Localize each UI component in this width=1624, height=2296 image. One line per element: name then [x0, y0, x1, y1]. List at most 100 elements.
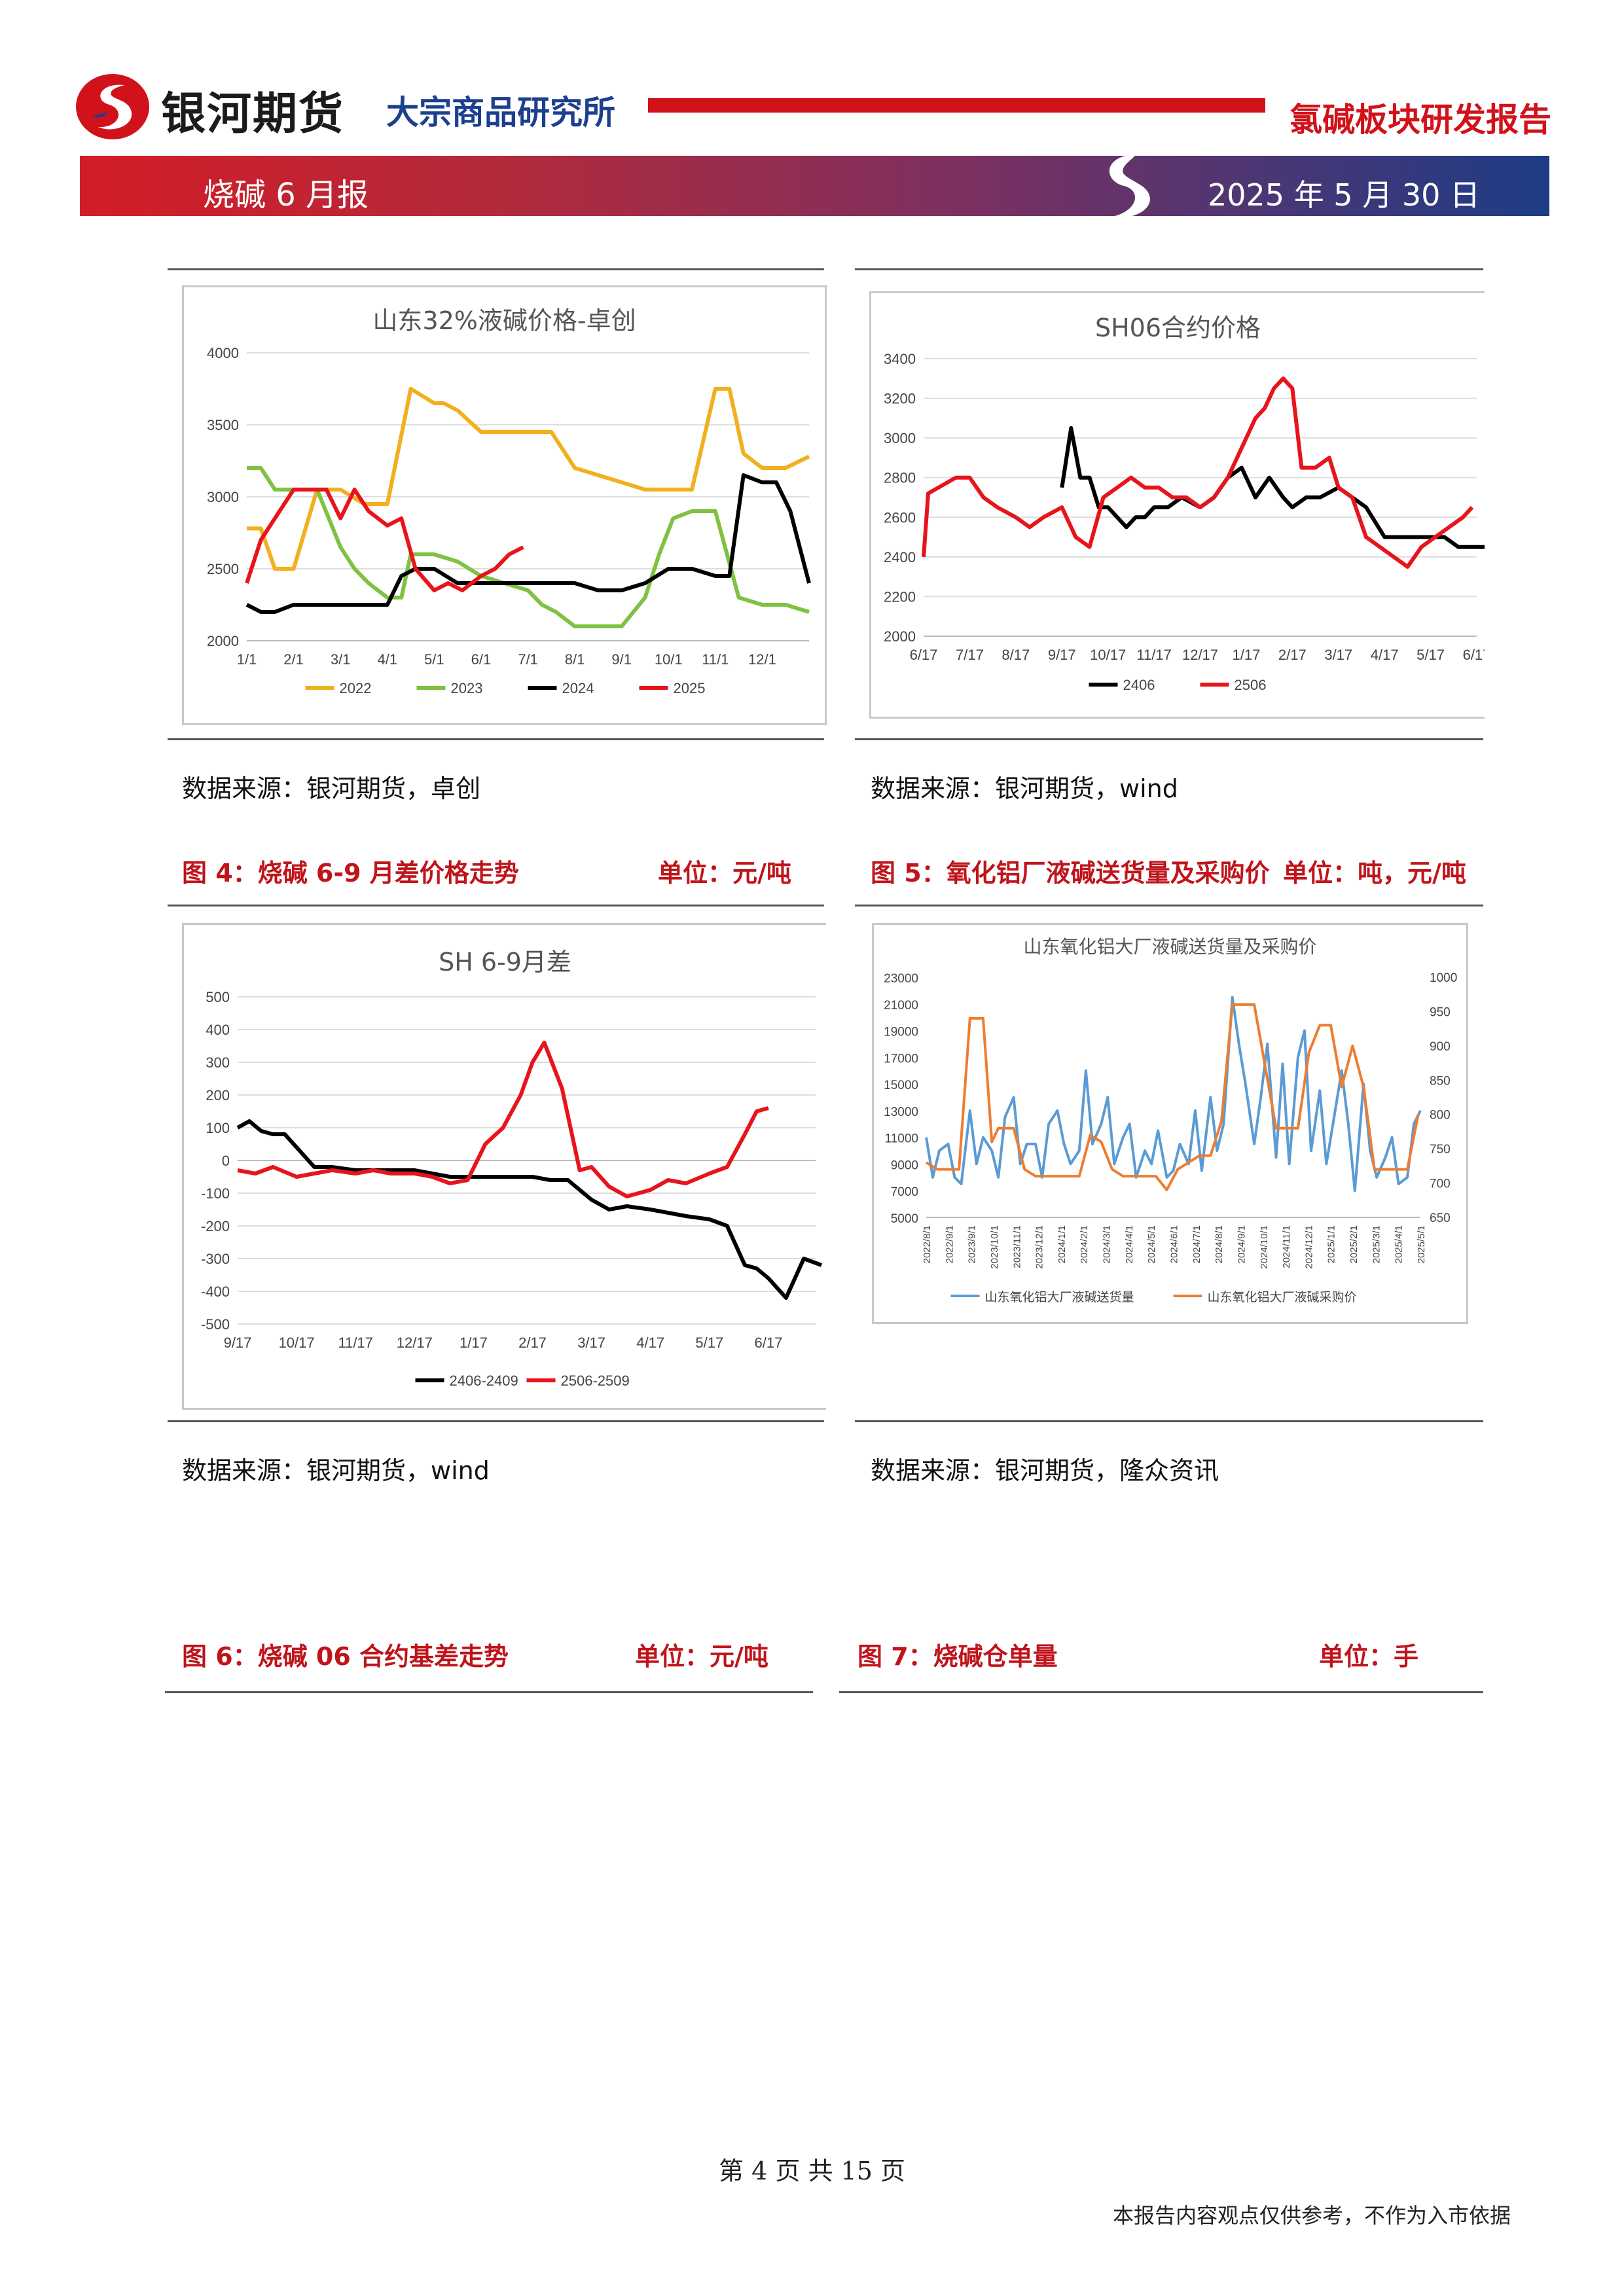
chart-title: SH 6-9月差 [439, 948, 571, 977]
x-tick-label: 3/1 [331, 651, 351, 668]
y-tick-label: 3500 [207, 417, 239, 433]
divider-line [168, 1420, 824, 1422]
x-tick-label: 2024/8/1 [1214, 1225, 1225, 1263]
x-tick-label: 11/17 [1136, 647, 1171, 663]
x-tick-label: 2/17 [518, 1335, 547, 1351]
x-tick-label: 8/1 [565, 651, 585, 668]
x-tick-label: 2/17 [1278, 647, 1307, 663]
x-tick-label: 2024/1/1 [1056, 1225, 1068, 1263]
chart-panel: SH 6-9月差 -500 -400 -300 -200 -100 0 100 200 300 4… [182, 923, 826, 1410]
x-tick-label: 10/17 [1090, 647, 1126, 663]
x-tick-label: 2024/9/1 [1236, 1225, 1247, 1263]
y-tick-label: 3000 [884, 430, 916, 446]
y-tick-label: 19000 [884, 1026, 918, 1039]
data-source: 数据来源：银河期货，隆众资讯 [871, 1456, 1219, 1485]
y-tick-label: -300 [201, 1251, 230, 1267]
x-tick-label: 2025/5/1 [1416, 1225, 1427, 1263]
x-tick-label: 6/17 [755, 1335, 783, 1351]
figure-caption: 图 6：烧碱 06 合约基差走势 [182, 1642, 509, 1671]
legend-label: 2023 [451, 680, 483, 696]
x-tick-label: 5/1 [424, 651, 444, 668]
x-tick-label: 10/17 [279, 1335, 315, 1351]
y-tick-label: 500 [206, 989, 230, 1005]
y2-tick-label: 900 [1430, 1040, 1451, 1054]
figure-caption: 图 4：烧碱 6-9 月差价格走势 [182, 859, 519, 888]
x-tick-label: 9/17 [224, 1335, 252, 1351]
data-source: 数据来源：银河期货，卓创 [182, 774, 481, 803]
divider-line [855, 905, 1483, 906]
series-line [247, 387, 810, 571]
chart-panel: 山东氧化铝大厂液碱送货量及采购价 5000 7000 9000 11000 13000 1… [872, 923, 1468, 1324]
legend-label: 2024 [562, 680, 594, 696]
divider-line [855, 268, 1483, 270]
y-tick-label: 2000 [884, 628, 916, 645]
x-tick-label: 12/1 [748, 651, 776, 668]
y-tick-label: 5000 [891, 1212, 918, 1226]
x-tick-label: 11/1 [702, 651, 729, 668]
y-tick-label: 4000 [207, 345, 239, 361]
x-tick-label: 2024/3/1 [1102, 1225, 1113, 1263]
x-tick-label: 3/17 [1324, 647, 1352, 663]
chart-panel: SH06合约价格 2000 2200 2400 2600 2800 3000 3200 340… [869, 291, 1485, 719]
y-tick-label: -200 [201, 1218, 230, 1234]
figure-unit: 单位：手 [1319, 1642, 1419, 1671]
x-tick-label: 8/17 [1001, 647, 1030, 663]
divider-line [168, 738, 824, 740]
y-tick-label: -100 [201, 1185, 230, 1202]
x-tick-label: 2022/9/1 [944, 1225, 955, 1263]
y2-tick-label: 1000 [1430, 971, 1457, 985]
y-tick-label: 2400 [884, 549, 916, 565]
x-tick-label: 7/1 [518, 651, 538, 668]
x-tick-label: 2025/2/1 [1348, 1225, 1360, 1263]
x-tick-label: 4/17 [636, 1335, 664, 1351]
x-tick-label: 6/1 [471, 651, 492, 668]
x-tick-label: 5/17 [695, 1335, 723, 1351]
x-tick-label: 2024/4/1 [1124, 1225, 1135, 1263]
data-source: 数据来源：银河期货，wind [871, 774, 1178, 803]
x-tick-label: 1/17 [460, 1335, 488, 1351]
dual-axis-line-chart: 5000 7000 9000 11000 13000 15000 17000 19000 210… [884, 971, 1457, 1304]
x-tick-label: 9/17 [1048, 647, 1076, 663]
y-tick-label: 100 [206, 1120, 230, 1136]
y2-tick-label: 700 [1430, 1177, 1451, 1191]
y-tick-label: 2500 [207, 561, 239, 577]
y-tick-label: 2600 [884, 509, 916, 526]
divider-line [839, 1691, 1483, 1693]
x-tick-label: 6/17 [1463, 647, 1485, 663]
divider-line [168, 268, 824, 270]
y2-tick-label: 850 [1430, 1074, 1451, 1088]
x-tick-label: 6/17 [910, 647, 938, 663]
y-tick-label: 3200 [884, 391, 916, 407]
y-tick-label: 300 [206, 1054, 230, 1071]
series-line [925, 996, 1422, 1193]
figure-caption: 图 7：烧碱仓单量 [857, 1642, 1058, 1671]
report-title: 氯碱板块研发报告 [1290, 101, 1551, 139]
series-line [236, 1119, 823, 1300]
legend-label: 2406 [1123, 677, 1155, 693]
series-line [245, 488, 524, 592]
x-tick-label: 2024/7/1 [1191, 1225, 1202, 1263]
line-chart: 2000 2200 2400 2600 2800 3000 3200 3400 6/17 7/17… [884, 351, 1485, 693]
legend-label: 2022 [340, 680, 372, 696]
x-tick-label: 2024/12/1 [1303, 1225, 1314, 1269]
y-tick-label: 200 [206, 1087, 230, 1103]
chart-title: 山东氧化铝大厂液碱送货量及采购价 [1023, 936, 1317, 958]
x-tick-label: 11/17 [338, 1335, 372, 1351]
line-chart: -500 -400 -300 -200 -100 0 100 200 300 400 500 9/17… [201, 989, 823, 1389]
chart-title: SH06合约价格 [1094, 314, 1261, 342]
y-tick-label: 21000 [884, 999, 918, 1013]
x-tick-label: 12/17 [397, 1335, 433, 1351]
series-line [245, 473, 811, 614]
x-tick-label: 3/17 [577, 1335, 605, 1351]
figure-unit: 单位：吨，元/吨 [1283, 859, 1466, 888]
x-tick-label: 2022/8/1 [922, 1225, 933, 1263]
galaxy-logo-icon [76, 74, 149, 139]
x-tick-label: 2/1 [283, 651, 304, 668]
s-swoosh-icon [1109, 154, 1150, 218]
x-tick-label: 4/17 [1371, 647, 1399, 663]
x-tick-label: 2024/10/1 [1259, 1225, 1270, 1269]
banner-title: 烧碱 6 月报 [203, 177, 369, 213]
header-accent-bar [648, 98, 1265, 113]
y-tick-label: 400 [206, 1022, 230, 1038]
y-tick-label: -400 [201, 1283, 230, 1300]
